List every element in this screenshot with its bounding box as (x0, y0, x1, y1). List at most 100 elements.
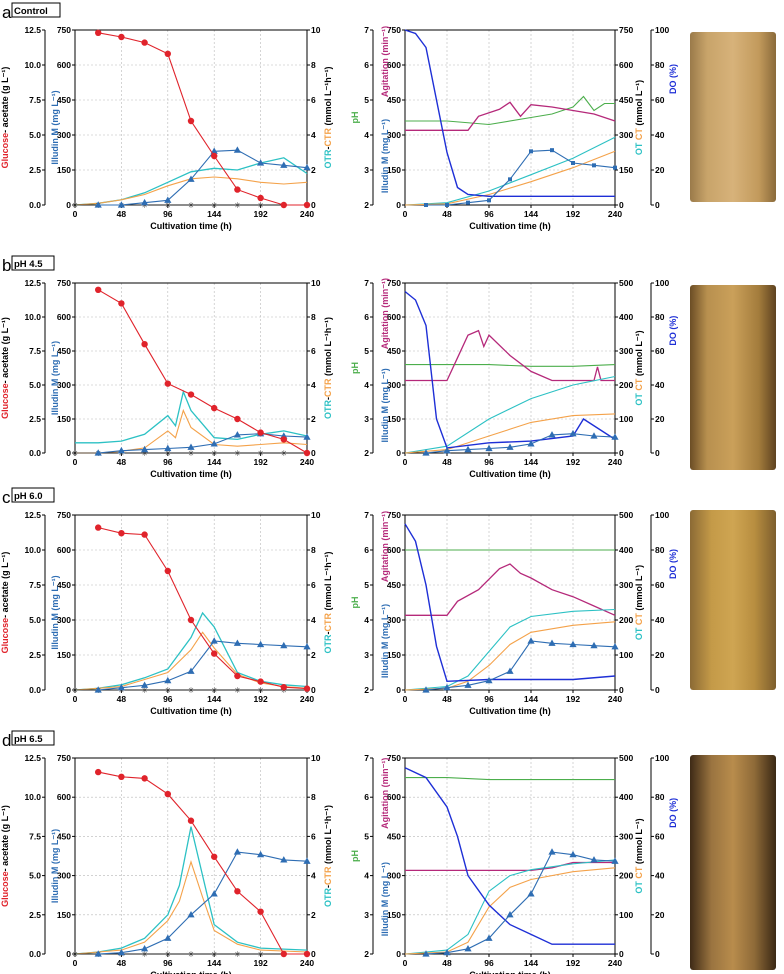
panel-b-right-illudin-axis-ticklabel-1: 150 (387, 414, 401, 424)
panel-b-right-do-axis-ticklabel-5: 100 (655, 278, 669, 288)
panel-b-right-do-line (404, 290, 616, 449)
panel-b-left-acetate-point-5: ✳ (188, 449, 195, 458)
panel-c-left-xaxis-ticklabel-2: 96 (163, 694, 173, 704)
panel-d-left-ylabel-illudin-part-0: Illudin M (mg L⁻¹) (50, 829, 60, 903)
panel-d-right-ot-axis-ticklabel-0: 0 (619, 949, 624, 959)
panel-b-left-ylabel-otr-part-2: CTR (323, 378, 333, 397)
panel-d-left-xaxis-ticklabel-5: 240 (300, 958, 314, 968)
panel-b-label-text: pH 4.5 (14, 259, 43, 270)
panel-b-left-illudin-point-9 (303, 433, 311, 440)
panel-b-left-glucose-point-1 (118, 300, 125, 307)
panel-b-right-xaxis-ticklabel-2: 96 (484, 457, 494, 467)
panel-c-left-ylabel-illudin-part-0: Illudin M (mg L⁻¹) (50, 575, 60, 649)
panel-a-right-ylabel-ph-part-0: pH (350, 112, 360, 124)
panel-a-right-xaxis-ticklabel-0: 0 (403, 209, 408, 219)
panel-c-left-otr-axis-ticklabel-0: 0 (311, 685, 316, 695)
panel-a-right-do-axis-ticklabel-4: 80 (655, 60, 665, 70)
panel-a-left-ylabel-glucose: Glucose- acetate (g L⁻¹) (0, 67, 10, 169)
panel-d-letter: d (2, 731, 11, 750)
panel-d-right-ot-axis-ticklabel-4: 400 (619, 792, 633, 802)
panel-c-left-otr-line (74, 611, 308, 691)
panel-b-right-illudin-axis-ticklabel-3: 450 (387, 346, 401, 356)
panel-b-left-xaxis-ticklabel-5: 240 (300, 457, 314, 467)
panel-c-left-glucose-axis-ticklabel-1: 2.5 (29, 650, 41, 660)
panel-b-right-ylabel-ph: pH (350, 362, 360, 374)
panel-c-right-illudin-axis-ticklabel-3: 450 (387, 580, 401, 590)
panel-a-right-ot-line (404, 136, 616, 206)
panel-d-left-illudin-axis-ticklabel-5: 750 (57, 753, 71, 763)
panel-d-right-xaxis-ticklabel-0: 0 (403, 958, 408, 968)
panel-c-right-xaxis-ticklabel-2: 96 (484, 694, 494, 704)
panel-b-right-do-axis-ticklabel-3: 60 (655, 346, 665, 356)
panel-c-left-xlabel: Cultivation time (h) (150, 706, 232, 716)
panel-b-left-glucose-point-9 (303, 449, 311, 457)
panel-c-left-glucose-point-1 (118, 530, 125, 537)
panel-a-right-xaxis-ticklabel-3: 144 (524, 209, 538, 219)
panel-a-right-ylabel-ot-part-2: (mmol L⁻¹) (634, 80, 644, 128)
panel-d-left-illudin-point-9 (303, 857, 311, 864)
panel-c-right-illudin-point-1 (443, 683, 451, 691)
panel-a-right-illudin-point-3 (487, 198, 491, 203)
panel-a-left-ylabel-otr: OTR-CTR (mmol L⁻¹h⁻¹) (323, 67, 333, 169)
panel-a-letter: a (2, 3, 12, 22)
panel-c-right-illudin-point-4 (506, 667, 514, 674)
panel-c-left-illudin-axis-ticklabel-5: 750 (57, 510, 71, 520)
panel-a-left-glucose-axis-ticklabel-4: 10.0 (24, 60, 41, 70)
panel-d-right-illudin-point-9 (611, 857, 619, 864)
panel-b-left-ylabel-illudin: Illudin M (mg L⁻¹) (50, 341, 60, 415)
panel-c-left-illudin-point-5 (210, 637, 218, 644)
panel-a-left-glucose-point-0 (95, 29, 102, 36)
panel-a-left-illudin-point-4 (187, 175, 195, 182)
panel-a-left-otr-axis-ticklabel-0: 0 (311, 200, 316, 210)
panel-a-left-otr-axis-ticklabel-4: 8 (311, 60, 316, 70)
panel-d-left-acetate-point-7: ✳ (234, 950, 241, 959)
panel-d-left-illudin-axis-ticklabel-4: 600 (57, 792, 71, 802)
panel-a-left-ylabel-glucose-part-3: (g L⁻¹) (0, 67, 10, 97)
panel-b-left-acetate-point-0: ✳ (72, 449, 79, 458)
panel-d-right-xaxis-ticklabel-5: 240 (608, 958, 622, 968)
panel-d-left-ylabel-otr-part-0: OTR (323, 888, 333, 907)
panel-c-left-glucose-point-7 (257, 678, 264, 685)
panel-c-right-ylabel-agitation-part-0: Agitation (min⁻¹) (380, 511, 390, 582)
panel-a-right-illudin-point-6 (550, 148, 554, 153)
panel-a-left-glucose-point-3 (164, 50, 171, 57)
panel-a-right-ylabel-agitation: Agitation (min⁻¹) (380, 26, 390, 97)
panel-a-left-ylabel-illudin-part-0: Illudin M (mg L⁻¹) (50, 90, 60, 164)
panel-d-right-illudin-point-1 (443, 948, 451, 956)
panel-c-left-illudin-point-2 (141, 681, 149, 688)
panel-b-left-illudin-point-0 (94, 449, 102, 456)
panel-d-left-xaxis-ticklabel-0: 0 (73, 958, 78, 968)
panel-a-right-illudin-point-9 (613, 165, 617, 170)
panel-d-left-xaxis-ticklabel-4: 192 (254, 958, 268, 968)
panel-b-left-otr-axis-ticklabel-1: 2 (311, 414, 316, 424)
panel-b-right-illudin-point-0 (422, 449, 430, 456)
panel-d-right-illudin-axis-ticklabel-4: 600 (387, 792, 401, 802)
panel-a-left-xaxis-ticklabel-0: 0 (73, 209, 78, 219)
panel-c-right-xaxis-ticklabel-3: 144 (524, 694, 538, 704)
panel-b-right-ot-axis-ticklabel-5: 500 (619, 278, 633, 288)
panel-d-left-otr-axis-ticklabel-0: 0 (311, 949, 316, 959)
panel-c-right-ph-axis-ticklabel-0: 2 (364, 685, 369, 695)
panel-d-right-ylabel-illudin-part-0: Illudin M (mg L⁻¹) (380, 862, 390, 936)
panel-d-right-do-axis-ticklabel-0: 0 (655, 949, 660, 959)
panel-c-left-glucose-point-4 (187, 616, 195, 624)
panel-d-left-illudin-point-7 (257, 850, 265, 858)
panel-a-left-acetate-point-6: ✳ (211, 201, 218, 210)
panel-c-left-illudin-line (98, 640, 308, 691)
panel-d-right-illudin-point-7 (569, 850, 577, 858)
panel-c-left-xaxis-ticklabel-0: 0 (73, 694, 78, 704)
panel-d-right-do-axis-ticklabel-3: 60 (655, 831, 665, 841)
panel-b-right-ot-axis-ticklabel-1: 100 (619, 414, 633, 424)
panel-b-right-illudin-point-7 (569, 429, 577, 437)
panel-a-right-illudin-axis-ticklabel-0: 0 (396, 200, 401, 210)
panel-c-right-xaxis-ticklabel-0: 0 (403, 694, 408, 704)
panel-b-left-glucose-axis-ticklabel-0: 0.0 (29, 448, 41, 458)
panel-b-right-ylabel-agitation-part-0: Agitation (min⁻¹) (380, 278, 390, 349)
panel-b-left-illudin-point-1 (117, 446, 125, 454)
panel-c-right-ot-axis-ticklabel-4: 400 (619, 545, 633, 555)
panel-a-right-do-axis-ticklabel-2: 40 (655, 130, 665, 140)
panel-d-right-ph-axis-ticklabel-1: 3 (364, 910, 369, 920)
panel-a-right-ylabel-illudin: Illudin M (mg L⁻¹) (380, 119, 390, 193)
panel-c-left-otr-axis-ticklabel-3: 6 (311, 580, 316, 590)
panel-b-left-acetate-point-3: ✳ (141, 449, 148, 458)
